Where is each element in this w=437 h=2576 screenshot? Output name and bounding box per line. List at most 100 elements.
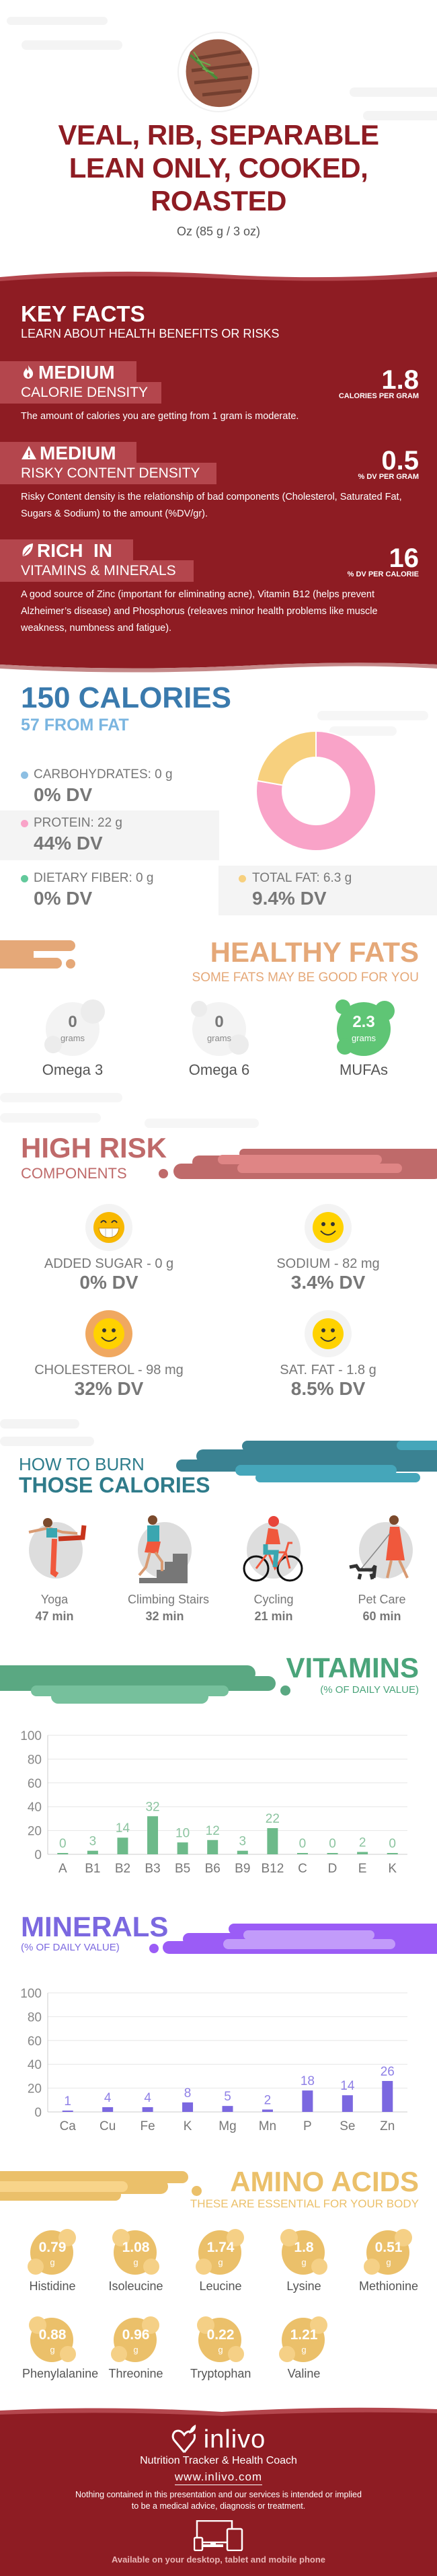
amino-acid-value: 1.21 <box>290 2327 318 2343</box>
bar <box>302 2090 313 2112</box>
vitamins-subtitle: (% OF DAILY VALUE) <box>320 1684 419 1696</box>
bar-value-label: 4 <box>144 2091 151 2105</box>
x-tick-label: B5 <box>175 1862 190 1876</box>
amino-acid-value: 0.79 <box>38 2240 67 2255</box>
food-title: VEAL, RIB, SEPARABLE LEAN ONLY, COOKED, … <box>0 118 437 217</box>
high-risk-subtitle: COMPONENTS <box>21 1165 127 1182</box>
bar <box>327 1853 338 1854</box>
y-tick-label: 80 <box>28 1753 42 1767</box>
y-tick-label: 100 <box>20 1729 42 1743</box>
donut-segment <box>256 730 317 786</box>
donut-segment <box>255 730 376 851</box>
availability-note: Available on your desktop, tablet and mo… <box>111 2554 326 2565</box>
amino-acid-unit: g <box>50 2345 55 2355</box>
macro-dv: 0% DV <box>34 888 93 909</box>
activity-cycling: Cycling 21 min <box>237 1513 311 1624</box>
bar-value-label: 3 <box>239 1835 247 1849</box>
serving-size: Oz (85 g / 3 oz) <box>176 225 261 238</box>
fact-description: The amount of calories you are getting f… <box>21 411 299 422</box>
fact-value: 1.8 <box>381 365 419 395</box>
bar <box>222 2106 233 2112</box>
amino-acid-name: Threonine <box>108 2367 163 2380</box>
bar-value-label: 1 <box>64 2094 71 2109</box>
amino-acid-unit: g <box>218 2257 223 2267</box>
activity-time: 32 min <box>145 1609 184 1623</box>
x-tick-label: B12 <box>261 1862 284 1876</box>
fat-name: Omega 3 <box>42 1061 104 1078</box>
cycling-icon <box>243 1516 303 1582</box>
y-tick-label: 40 <box>28 2058 42 2072</box>
activity-name: Cycling <box>253 1593 294 1606</box>
x-tick-label: A <box>58 1862 67 1876</box>
decor-bar <box>0 2181 128 2192</box>
fat-name: Omega 6 <box>188 1061 250 1078</box>
risk-indicator <box>85 1310 132 1357</box>
bar-value-label: 4 <box>104 2091 112 2105</box>
fact-unit: % DV PER GRAM <box>358 473 419 481</box>
fat-omega-3: 0 grams <box>44 999 105 1056</box>
activity-name: Pet Care <box>358 1593 406 1606</box>
x-tick-label: Se <box>340 2119 355 2133</box>
macro-dv: 44% DV <box>34 833 103 854</box>
amino-acid-badge: 1.08 g <box>112 2229 159 2276</box>
amino-acid-unit: g <box>218 2345 223 2355</box>
bar-value-label: 8 <box>184 2086 192 2100</box>
decor-dot <box>280 1685 290 1696</box>
bar-value-label: 0 <box>329 1837 336 1851</box>
macro-label: TOTAL FAT: 6.3 g <box>252 871 352 885</box>
fat-unit: grams <box>351 1033 376 1043</box>
x-tick-label: B6 <box>205 1862 221 1876</box>
amino-acid-unit: g <box>301 2345 307 2355</box>
amino-acid-name: Isoleucine <box>108 2279 163 2293</box>
bar <box>142 2107 153 2112</box>
decor-bar <box>0 958 62 969</box>
bar <box>182 2102 194 2112</box>
macro-dv: 0% DV <box>34 784 93 805</box>
key-facts-subtitle: LEARN ABOUT HEALTH BENEFITS OR RISKS <box>21 327 280 340</box>
bar <box>382 2080 393 2112</box>
bar-value-label: 2 <box>359 1835 366 1850</box>
disclaimer-line: Nothing contained in this presentation a… <box>75 2490 362 2499</box>
bar-value-label: 0 <box>389 1837 396 1851</box>
amino-acid-name: Leucine <box>199 2279 242 2293</box>
risk-label: CHOLESTEROL - 98 mg <box>34 1363 184 1377</box>
activity-time: 21 min <box>254 1609 293 1623</box>
activity-pet-care: Pet Care 60 min <box>345 1513 419 1624</box>
y-tick-label: 100 <box>20 1987 42 2001</box>
decor-dot <box>149 1944 159 1953</box>
decor-cloud <box>0 1113 101 1123</box>
burn-title-bottom: THOSE CALORIES <box>19 1473 210 1497</box>
x-tick-label: B2 <box>115 1862 130 1876</box>
bar-value-label: 3 <box>89 1835 97 1849</box>
fat-omega-6: 0 grams <box>191 1001 249 1056</box>
website-link[interactable]: www.inlivo.com <box>174 2470 263 2485</box>
bar-value-label: 0 <box>299 1837 307 1851</box>
x-tick-label: E <box>358 1862 367 1876</box>
risk-dv: 8.5% DV <box>290 1378 366 1399</box>
amino-acid-value: 0.22 <box>206 2327 235 2343</box>
bar-value-label: 26 <box>381 2065 395 2079</box>
bar <box>262 2109 273 2112</box>
bar-value-label: 2 <box>264 2093 272 2107</box>
amino-acid-badge: 0.88 g <box>29 2316 76 2363</box>
macro-label: DIETARY FIBER: 0 g <box>34 871 154 885</box>
risk-dv: 32% DV <box>74 1378 144 1399</box>
amino-acid-unit: g <box>301 2257 307 2267</box>
amino-acid-value: 0.96 <box>122 2327 150 2343</box>
bar-value-label: 5 <box>224 2090 231 2104</box>
macro-dv: 9.4% DV <box>252 888 327 909</box>
inlivo-logo[interactable]: inlivo <box>0 2424 437 2455</box>
fact-unit: CALORIES PER GRAM <box>338 392 419 400</box>
amino-acid-name: Methionine <box>358 2279 419 2293</box>
smiley-face-icon <box>93 1318 124 1349</box>
macro-protein: PROTEIN: 22 g 44% DV <box>0 810 219 860</box>
bar <box>177 1842 188 1854</box>
fact-rich-in: RICH IN VITAMINS & MINERALS 16 % DV PER … <box>0 539 437 634</box>
x-tick-label: Zn <box>380 2119 395 2133</box>
fat-value: 0 <box>214 1013 224 1031</box>
amino-acid-name: Tryptophan <box>190 2367 251 2380</box>
fat-dot <box>239 875 246 882</box>
x-tick-label: D <box>328 1862 337 1876</box>
activity-time: 47 min <box>35 1609 74 1623</box>
bar <box>237 1850 248 1854</box>
